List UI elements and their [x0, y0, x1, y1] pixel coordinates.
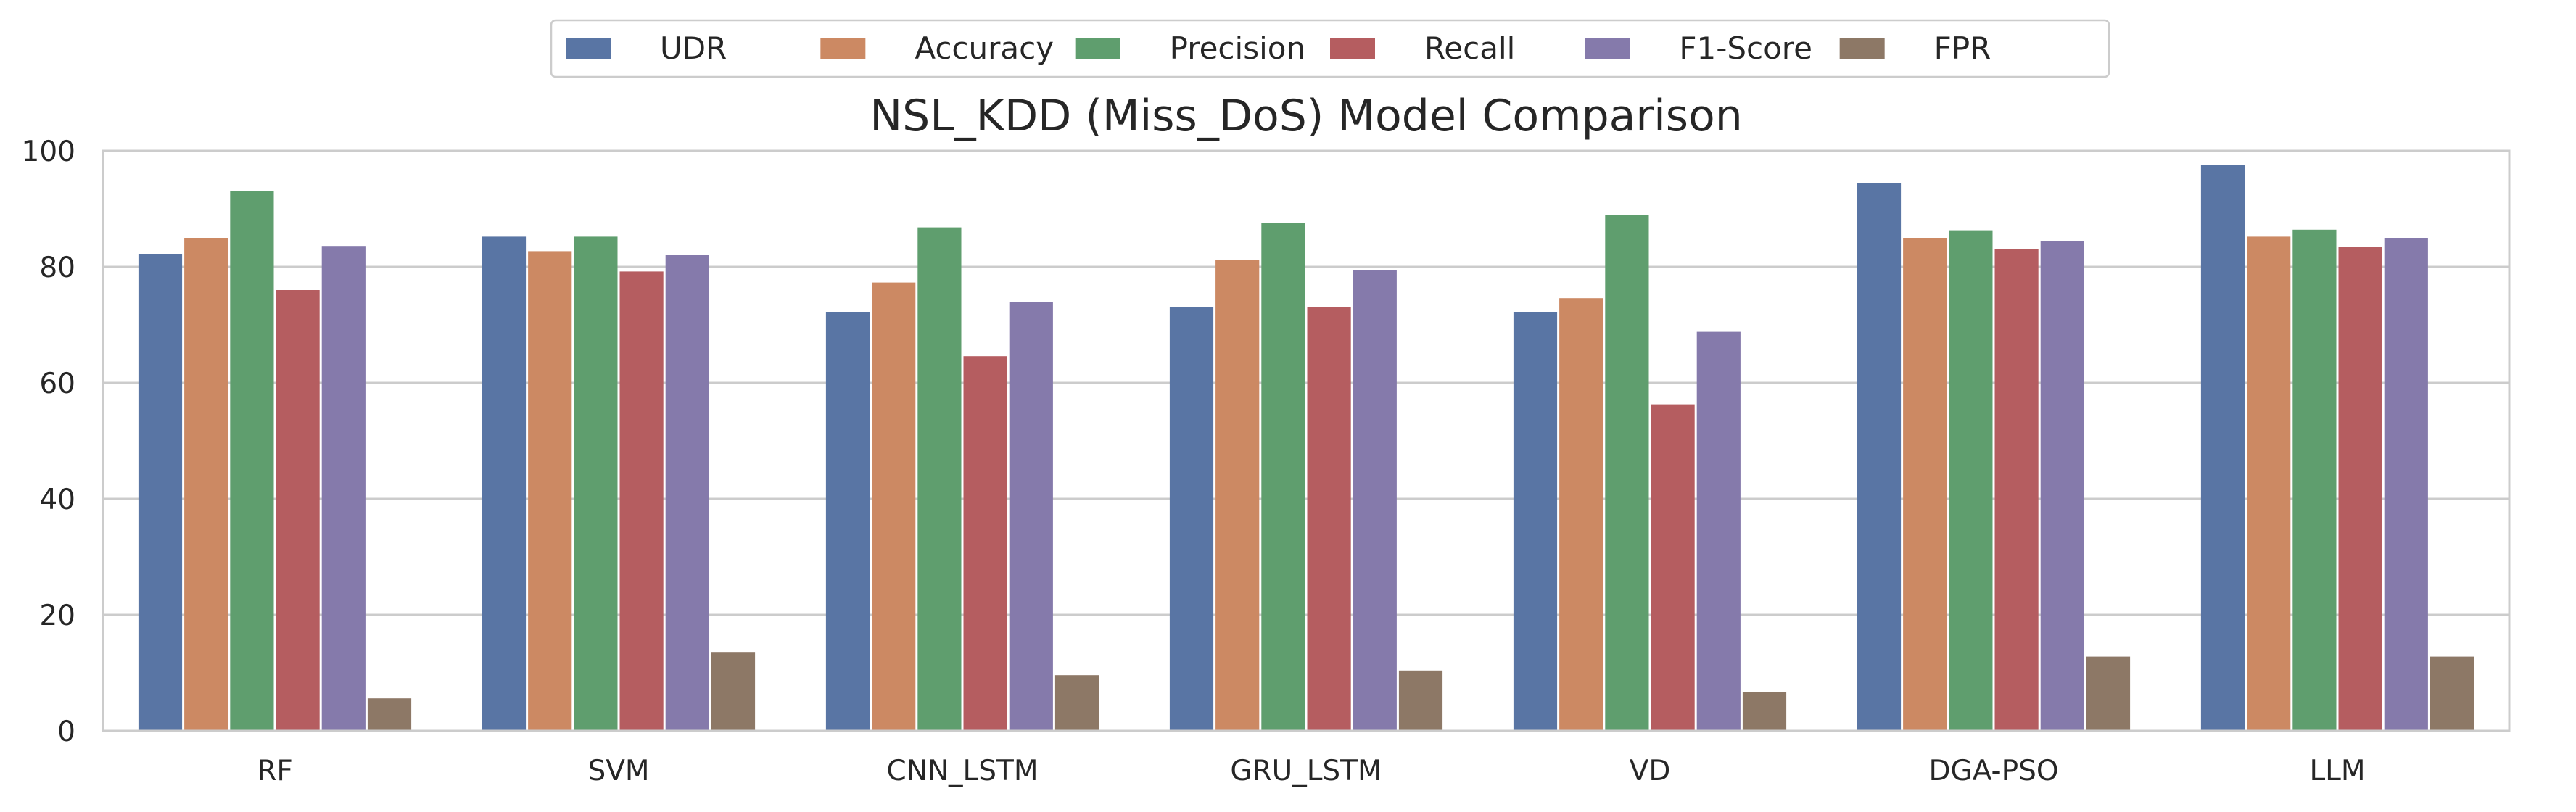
bar-precision-vd	[1605, 215, 1649, 731]
x-tick-label: CNN_LSTM	[886, 755, 1038, 787]
y-tick-label: 0	[57, 716, 75, 748]
bar-f1-score-dga-pso	[2040, 241, 2084, 731]
y-tick-label: 60	[39, 368, 75, 400]
bar-f1-score-cnn_lstm	[1009, 302, 1053, 731]
legend-swatch-fpr	[1839, 38, 1885, 59]
legend-swatch-f1-score	[1585, 38, 1630, 59]
bar-fpr-cnn_lstm	[1054, 675, 1099, 731]
bar-fpr-rf	[367, 698, 412, 731]
chart-title: NSL_KDD (Miss_DoS) Model Comparison	[870, 91, 1743, 141]
y-tick-label: 100	[22, 136, 75, 168]
bar-precision-rf	[230, 191, 274, 731]
x-axis: RF SVM CNN_LSTM GRU_LSTM VD DGA-PSO LLM	[257, 755, 2365, 787]
bar-accuracy-dga-pso	[1903, 238, 1947, 731]
bar-precision-gru_lstm	[1261, 223, 1305, 731]
bar-f1-score-svm	[665, 255, 709, 731]
legend-swatch-accuracy	[820, 38, 866, 59]
bar-recall-rf	[276, 290, 320, 731]
bar-udr-rf	[138, 254, 183, 731]
bar-accuracy-gru_lstm	[1215, 260, 1260, 731]
plot-background	[103, 151, 2509, 731]
bar-accuracy-llm	[2247, 236, 2291, 731]
bar-fpr-svm	[711, 652, 756, 731]
x-tick-label: RF	[257, 755, 293, 787]
bar-recall-vd	[1651, 404, 1695, 731]
bar-fpr-dga-pso	[2086, 656, 2131, 731]
bar-precision-cnn_lstm	[917, 227, 962, 732]
bar-recall-llm	[2338, 246, 2382, 731]
bar-udr-llm	[2200, 165, 2245, 731]
legend: UDR Accuracy Precision Recall F1-Score FPR	[550, 19, 2110, 78]
bar-udr-svm	[482, 236, 527, 731]
bar-udr-dga-pso	[1857, 183, 1902, 731]
x-tick-label: GRU_LSTM	[1230, 755, 1382, 787]
bar-precision-dga-pso	[1949, 230, 1993, 732]
legend-label-precision: Precision	[1170, 30, 1305, 66]
bar-fpr-gru_lstm	[1398, 670, 1443, 731]
legend-label-recall: Recall	[1424, 30, 1515, 66]
legend-label-fpr: FPR	[1934, 30, 1991, 66]
legend-label-f1-score: F1-Score	[1679, 30, 1812, 66]
plot-frame	[102, 149, 2511, 732]
bar-accuracy-rf	[184, 238, 228, 731]
bar-precision-svm	[574, 236, 618, 731]
bar-recall-gru_lstm	[1307, 307, 1351, 731]
x-tick-label: SVM	[587, 755, 649, 787]
y-axis: 0 20 40 60 80 100	[22, 136, 75, 748]
bar-recall-dga-pso	[1994, 249, 2039, 731]
bar-accuracy-svm	[528, 251, 572, 731]
legend-label-udr: UDR	[660, 30, 727, 66]
bar-fpr-vd	[1742, 692, 1787, 731]
bar-f1-score-rf	[321, 246, 366, 731]
bar-f1-score-vd	[1696, 331, 1741, 732]
bar-udr-gru_lstm	[1169, 307, 1214, 731]
x-tick-label: LLM	[2309, 755, 2365, 787]
bar-f1-score-llm	[2384, 238, 2428, 731]
legend-swatch-udr	[566, 38, 611, 59]
bar-precision-llm	[2292, 229, 2337, 731]
legend-swatch-precision	[1075, 38, 1120, 59]
x-tick-label: VD	[1630, 755, 1671, 787]
bar-accuracy-vd	[1559, 298, 1603, 731]
y-tick-label: 80	[39, 252, 75, 284]
bars	[138, 165, 2474, 732]
bar-accuracy-cnn_lstm	[872, 282, 916, 732]
y-tick-label: 40	[39, 484, 75, 516]
bar-udr-vd	[1513, 312, 1558, 731]
bar-udr-cnn_lstm	[825, 312, 870, 731]
bar-recall-svm	[619, 271, 664, 731]
bar-recall-cnn_lstm	[963, 356, 1007, 731]
legend-swatch-recall	[1330, 38, 1375, 59]
x-tick-label: DGA-PSO	[1928, 755, 2058, 787]
y-tick-label: 20	[39, 600, 75, 632]
bar-f1-score-gru_lstm	[1353, 270, 1397, 731]
bar-fpr-llm	[2430, 656, 2474, 731]
legend-label-accuracy: Accuracy	[915, 30, 1054, 66]
